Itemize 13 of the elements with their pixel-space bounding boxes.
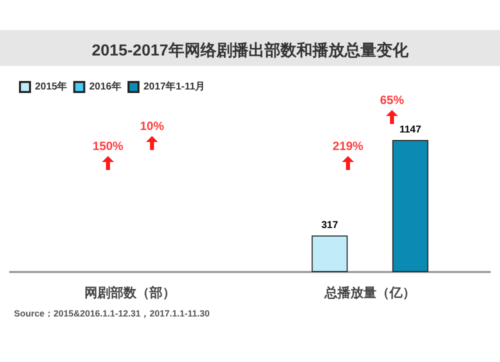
text: 10% [140,119,164,133]
chart-title: 2015-2017年网络剧播出部数和播放总量变化 [92,42,410,60]
data-label: 317 [321,220,338,232]
legend-label: 2015年 [35,80,68,92]
annotation: 219% [332,139,364,153]
x-tick-label: 网剧部数（部） [84,285,176,300]
annotation: 150% [92,139,124,153]
x-tick-label: 总播放量（亿） [324,285,416,300]
source-note: Source：2015&2016.1.1-12.31，2017.1.1-11.30 [14,308,210,318]
legend-label: 2017年1-11月 [143,80,206,92]
data-label: 1147 [399,124,422,136]
text: 65% [380,93,404,107]
legend-label: 2016年 [89,80,122,92]
